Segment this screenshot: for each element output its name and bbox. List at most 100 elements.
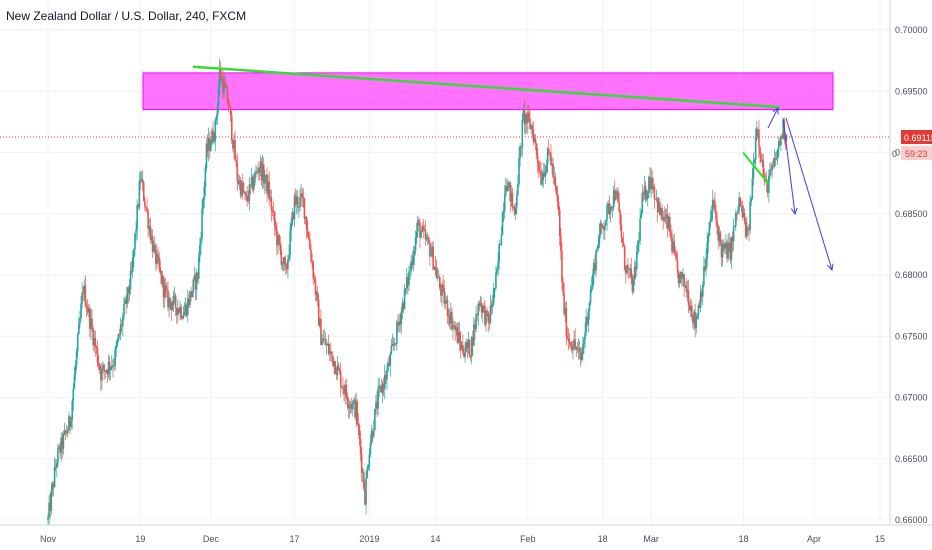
candle-body: [542, 172, 545, 181]
candle-body: [383, 374, 386, 390]
candle-body: [224, 82, 226, 88]
candle-body: [489, 305, 492, 323]
candle-body: [626, 265, 628, 273]
candle-body: [190, 291, 192, 298]
candle-body: [768, 176, 770, 193]
candle-body: [619, 211, 622, 225]
candle-body: [404, 288, 407, 290]
candle-body: [49, 502, 52, 512]
candle-body: [738, 197, 740, 211]
candle-body: [600, 223, 603, 226]
candle-body: [305, 216, 308, 230]
candle-body: [308, 236, 310, 240]
time-axis[interactable]: Nov 19 Dec 17 2019 14 Feb 18 Mar 18 Apr 15: [40, 534, 885, 544]
candle-body: [314, 279, 317, 295]
candle-body: [545, 164, 548, 173]
candle-body: [754, 137, 757, 160]
candle-body: [169, 297, 171, 303]
candle-body: [200, 238, 202, 245]
candle-body: [657, 202, 660, 213]
candle-body: [653, 186, 656, 199]
candle-body: [761, 160, 764, 163]
candle-body: [233, 140, 235, 149]
projection-arrow: [782, 117, 795, 214]
candle-body: [609, 207, 612, 215]
candle-body: [72, 388, 75, 402]
candle-body: [300, 193, 302, 198]
candle-body: [565, 308, 568, 337]
candle-body: [344, 384, 346, 395]
candle-body: [389, 354, 392, 366]
candle-body: [269, 197, 272, 200]
candle-body: [579, 351, 582, 361]
candle-body: [724, 243, 726, 249]
x-tick-label: 18: [598, 534, 608, 544]
candle-body: [272, 211, 275, 213]
candle-body: [262, 164, 265, 184]
candle-body: [458, 332, 461, 342]
candle-body: [779, 141, 781, 146]
candle-body: [223, 82, 225, 94]
candle-body: [500, 235, 503, 245]
candle-body: [524, 114, 527, 125]
candle-body: [226, 87, 229, 103]
candle-body: [151, 235, 154, 252]
candle-body: [210, 144, 212, 151]
candle-body: [506, 185, 508, 192]
candle-body: [411, 260, 414, 265]
candle-body: [347, 404, 350, 408]
candle-body: [258, 168, 261, 173]
candle-body: [204, 168, 207, 187]
candle-body: [145, 206, 147, 208]
candle-body: [133, 249, 135, 258]
candle-body: [660, 207, 662, 216]
candle-body: [494, 288, 496, 290]
candle-body: [283, 257, 286, 264]
candle-body: [181, 317, 184, 319]
candle-body: [475, 314, 477, 330]
candle-body: [656, 197, 659, 213]
candle-body: [677, 271, 680, 284]
x-tick-label: Mar: [643, 534, 659, 544]
candle-body: [115, 345, 118, 350]
candle-body: [688, 305, 691, 311]
candle-body: [141, 179, 144, 183]
candle-body: [453, 325, 455, 327]
candle-body: [61, 437, 64, 449]
candle-body: [654, 198, 657, 200]
candle-body: [568, 341, 571, 343]
candle-body: [102, 365, 104, 369]
candle-body: [50, 490, 53, 512]
candle-body: [166, 289, 168, 291]
candle-body: [462, 345, 464, 353]
candle-body: [247, 200, 250, 202]
candle-body: [365, 478, 367, 505]
candle-body: [516, 195, 518, 208]
x-tick-label: Nov: [40, 534, 57, 544]
candle-body: [125, 299, 127, 304]
candle-body: [78, 324, 80, 335]
candle-body: [563, 293, 565, 315]
candle-body: [57, 448, 59, 464]
candle-body: [358, 425, 361, 440]
candle-body: [497, 261, 499, 269]
candle-body: [693, 311, 695, 324]
candle-body: [631, 276, 634, 292]
candle-body: [185, 304, 188, 316]
candle-body: [402, 303, 405, 310]
candle-body: [431, 246, 433, 253]
candle-body: [623, 246, 626, 270]
candle-body: [312, 262, 315, 279]
candle-body: [597, 244, 600, 249]
candle-body: [157, 254, 159, 258]
candle-body: [164, 285, 167, 290]
candle-body: [599, 223, 602, 234]
candle-body: [71, 401, 74, 421]
candle-body: [686, 290, 689, 293]
candle-body: [287, 259, 289, 270]
candle-body: [393, 343, 396, 345]
candle-body: [464, 352, 466, 357]
candle-body: [208, 138, 211, 151]
y-tick-label: 0.68500: [895, 209, 928, 219]
